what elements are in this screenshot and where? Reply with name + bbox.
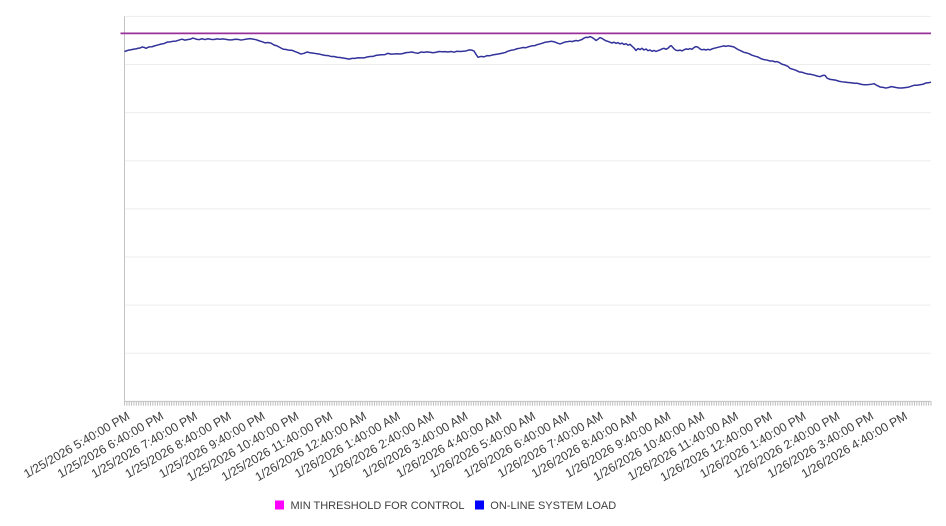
svg-text:MIN THRESHOLD FOR CONTROL: MIN THRESHOLD FOR CONTROL bbox=[291, 500, 465, 512]
svg-text:ON-LINE SYSTEM LOAD: ON-LINE SYSTEM LOAD bbox=[490, 500, 616, 512]
